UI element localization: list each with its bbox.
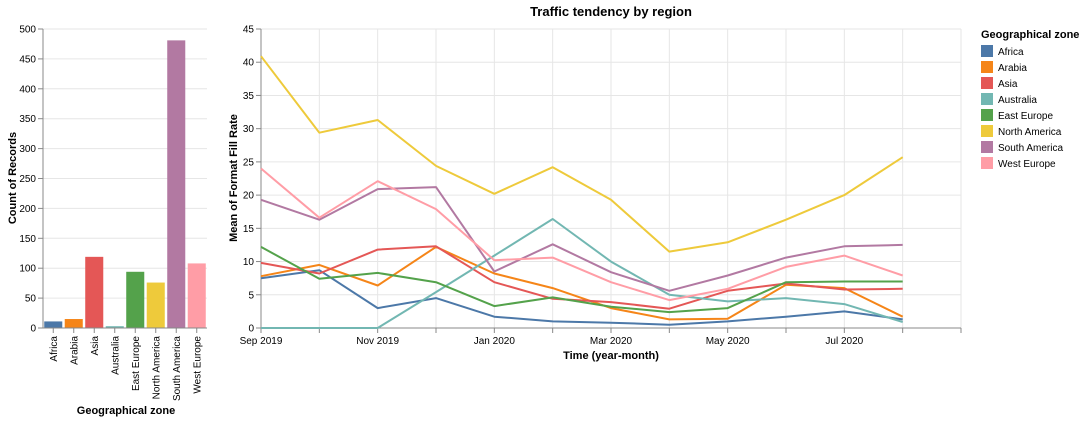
line-chart-x-axis: Sep 2019 Nov 2019 Jan 2020 Mar 2020 May 2020… [240,327,962,347]
legend-label: Africa [998,47,1024,58]
legend-label: Asia [998,79,1018,90]
legend-item-australia: Australia [981,93,1037,106]
line-y-tick-label: 0 [248,324,254,335]
bar-y-tick-label: 150 [19,234,36,245]
legend-item-south-america: South America [981,141,1063,154]
bar-south-america [167,40,186,328]
legend: Geographical zone Africa Arabia Asia Austra… [981,29,1079,170]
count-by-zone-bar-chart: 0 50 100 150 200 250 300 350 400 450 500 Africa Ara… [7,25,207,417]
legend-swatch [981,125,993,137]
traffic-tendency-line-chart: Traffic tendency by region 0 5 10 15 20 25 30 3… [228,4,962,362]
line-y-tick-label: 15 [243,224,255,235]
line-x-tick-label: Sep 2019 [240,336,283,347]
line-y-tick-label: 35 [243,91,255,102]
legend-label: North America [998,127,1062,138]
line-chart-gridlines [260,28,962,329]
bar-east-europe [126,271,145,328]
line-x-tick-label: May 2020 [706,336,750,347]
legend-label: South America [998,143,1063,154]
bar-y-tick-label: 400 [19,84,36,95]
line-chart-y-axis-title: Mean of Format Fill Rate [228,114,240,242]
bar-x-tick-label: East Europe [131,336,142,391]
legend-items: Africa Arabia Asia Australia East Europe Nort… [981,45,1063,170]
bar-y-tick-label: 300 [19,144,36,155]
bar-west-europe [187,263,206,328]
bar-x-tick-label: Australia [110,336,121,375]
bar-x-tick-label: South America [172,336,183,401]
bar-asia [85,256,104,328]
line-y-tick-label: 10 [243,257,255,268]
line-chart-y-axis: 0 5 10 15 20 25 30 35 40 45 [243,25,262,335]
bar-y-tick-label: 100 [19,264,36,275]
series-line-africa [260,269,903,326]
legend-item-arabia: Arabia [981,61,1027,74]
bar-africa [44,321,63,328]
bar-y-tick-label: 200 [19,204,36,215]
legend-swatch [981,93,993,105]
series-line-west-europe [260,167,904,302]
legend-label: Arabia [998,63,1027,74]
bar-chart-bars [44,40,206,328]
legend-item-west-europe: West Europe [981,157,1056,170]
line-y-tick-label: 25 [243,157,255,168]
legend-swatch [981,109,993,121]
series-line-north-america [260,55,904,253]
line-y-tick-label: 40 [243,58,255,69]
legend-item-north-america: North America [981,125,1062,138]
bar-y-tick-label: 500 [19,25,36,36]
line-y-tick-label: 20 [243,191,255,202]
line-chart-x-axis-title: Time (year-month) [563,350,659,362]
legend-swatch [981,157,993,169]
bar-chart-x-axis: Africa Arabia Asia Australia East Europe Nort… [43,327,207,401]
bar-x-tick-label: Asia [90,336,101,356]
line-x-tick-label: Jul 2020 [825,336,863,347]
line-x-tick-label: Mar 2020 [590,336,633,347]
legend-item-asia: Asia [981,77,1018,90]
legend-swatch [981,141,993,153]
legend-label: East Europe [998,111,1053,122]
series-line-australia [261,218,903,329]
bar-chart-x-axis-title: Geographical zone [77,405,175,417]
line-y-tick-label: 45 [243,25,255,36]
bar-chart-y-axis-title: Count of Records [7,132,19,224]
bar-y-tick-label: 350 [19,114,36,125]
series-line-asia [260,245,903,310]
legend-item-east-europe: East Europe [981,109,1053,122]
bar-x-tick-label: Arabia [69,336,80,365]
line-chart-series [260,55,904,329]
legend-swatch [981,45,993,57]
line-x-tick-label: Nov 2019 [356,336,399,347]
series-line-south-america [260,186,903,292]
bar-x-tick-label: Africa [49,336,60,362]
line-x-tick-label: Jan 2020 [474,336,516,347]
bar-australia [105,326,124,328]
bar-x-tick-label: North America [151,336,162,400]
line-chart-title: Traffic tendency by region [530,4,692,19]
bar-x-tick-label: West Europe [192,336,203,394]
bar-chart-y-axis: 0 50 100 150 200 250 300 350 400 450 500 [19,25,44,335]
bar-y-tick-label: 50 [25,294,37,305]
bar-north-america [146,282,165,328]
series-line-east-europe [260,246,903,314]
line-y-tick-label: 5 [248,290,254,301]
line-y-tick-label: 30 [243,124,255,135]
legend-label: Australia [998,95,1037,106]
legend-swatch [981,77,993,89]
bar-y-tick-label: 0 [30,324,36,335]
legend-swatch [981,61,993,73]
legend-item-africa: Africa [981,45,1024,58]
legend-label: West Europe [998,159,1056,170]
bar-arabia [64,319,83,328]
bar-y-tick-label: 450 [19,54,36,65]
legend-title: Geographical zone [981,29,1079,41]
bar-y-tick-label: 250 [19,174,36,185]
